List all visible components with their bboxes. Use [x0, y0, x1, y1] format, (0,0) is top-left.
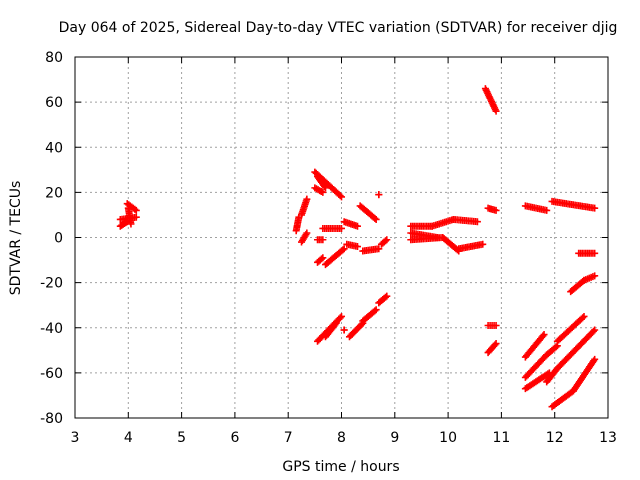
data-point [131, 205, 139, 213]
data-point [322, 184, 330, 192]
x-tick-label: 12 [546, 430, 564, 446]
y-tick-label: -40 [40, 321, 63, 337]
data-point [303, 229, 311, 237]
data-point [132, 206, 140, 214]
chart-title: Day 064 of 2025, Sidereal Day-to-day VTE… [59, 20, 618, 36]
data-point [332, 319, 340, 327]
data-point [375, 191, 383, 199]
data-point [539, 332, 547, 340]
data-point [303, 195, 311, 203]
data-point [340, 245, 348, 253]
y-tick-label: -20 [40, 276, 63, 292]
data-point [381, 293, 389, 301]
data-point [491, 341, 499, 349]
data-point [127, 220, 135, 228]
data-point [590, 357, 598, 365]
data-point [336, 314, 344, 322]
data-point [372, 306, 380, 314]
x-tick-label: 3 [71, 430, 80, 446]
data-point [336, 192, 344, 200]
data-point [492, 206, 500, 214]
data-point [353, 243, 361, 251]
data-point [302, 230, 310, 238]
data-point [353, 222, 361, 230]
data-point [591, 204, 599, 212]
y-tick-label: 60 [45, 95, 63, 111]
data-point [321, 182, 329, 190]
data-point [552, 343, 560, 351]
data-point [338, 193, 345, 201]
x-tick-label: 7 [284, 430, 293, 446]
data-point [319, 236, 327, 244]
x-tick-label: 6 [230, 430, 239, 446]
x-tick-label: 13 [599, 430, 617, 446]
x-tick-label: 5 [177, 430, 186, 446]
data-point [591, 355, 599, 363]
data-point [492, 340, 500, 348]
data-point [589, 327, 597, 335]
data-point [383, 292, 391, 300]
data-point [544, 370, 552, 378]
data-point [543, 206, 551, 214]
data-point [338, 224, 345, 232]
data-point [591, 326, 599, 334]
y-axis-title: SDTVAR / TECUs [8, 181, 24, 296]
data-point [591, 249, 599, 257]
data-point [132, 213, 140, 221]
data-point [331, 321, 339, 329]
data-point [338, 312, 345, 320]
x-tick-label: 9 [390, 430, 399, 446]
data-point [381, 237, 389, 245]
x-tick-labels: 3 4 5 6 7 8 9 10 11 12 13 [71, 430, 617, 446]
data-point [319, 188, 327, 196]
data-point [372, 215, 380, 223]
data-point [591, 272, 599, 280]
y-tick-label: 80 [45, 50, 63, 66]
grid [75, 57, 608, 418]
data-points [116, 85, 599, 411]
data-point [473, 218, 481, 226]
data-point [371, 307, 379, 315]
data-point [375, 245, 383, 253]
x-tick-label: 4 [124, 430, 133, 446]
data-point [540, 331, 548, 339]
data-point [545, 369, 553, 377]
x-tick-label: 8 [337, 430, 346, 446]
x-axis-title: GPS time / hours [282, 459, 399, 475]
data-point [340, 326, 348, 334]
data-point [579, 314, 587, 322]
data-point [318, 255, 326, 263]
y-tick-label: 0 [54, 231, 63, 247]
data-point [492, 321, 500, 329]
x-tick-label: 10 [439, 430, 457, 446]
data-point [358, 320, 366, 328]
y-tick-label: 40 [45, 140, 63, 156]
x-tick-label: 11 [492, 430, 510, 446]
data-point [492, 107, 500, 115]
data-point [383, 236, 391, 244]
data-point [371, 214, 379, 222]
y-tick-label: 20 [45, 185, 63, 201]
data-point [339, 246, 347, 254]
y-tick-label: -60 [40, 366, 63, 382]
data-point [580, 312, 588, 320]
data-point [479, 240, 487, 248]
y-tick-label: -80 [40, 411, 63, 427]
axis-ticks [74, 56, 609, 419]
y-tick-labels: -80 -60 -40 -20 0 20 40 60 80 [40, 50, 63, 427]
data-point [319, 254, 327, 262]
